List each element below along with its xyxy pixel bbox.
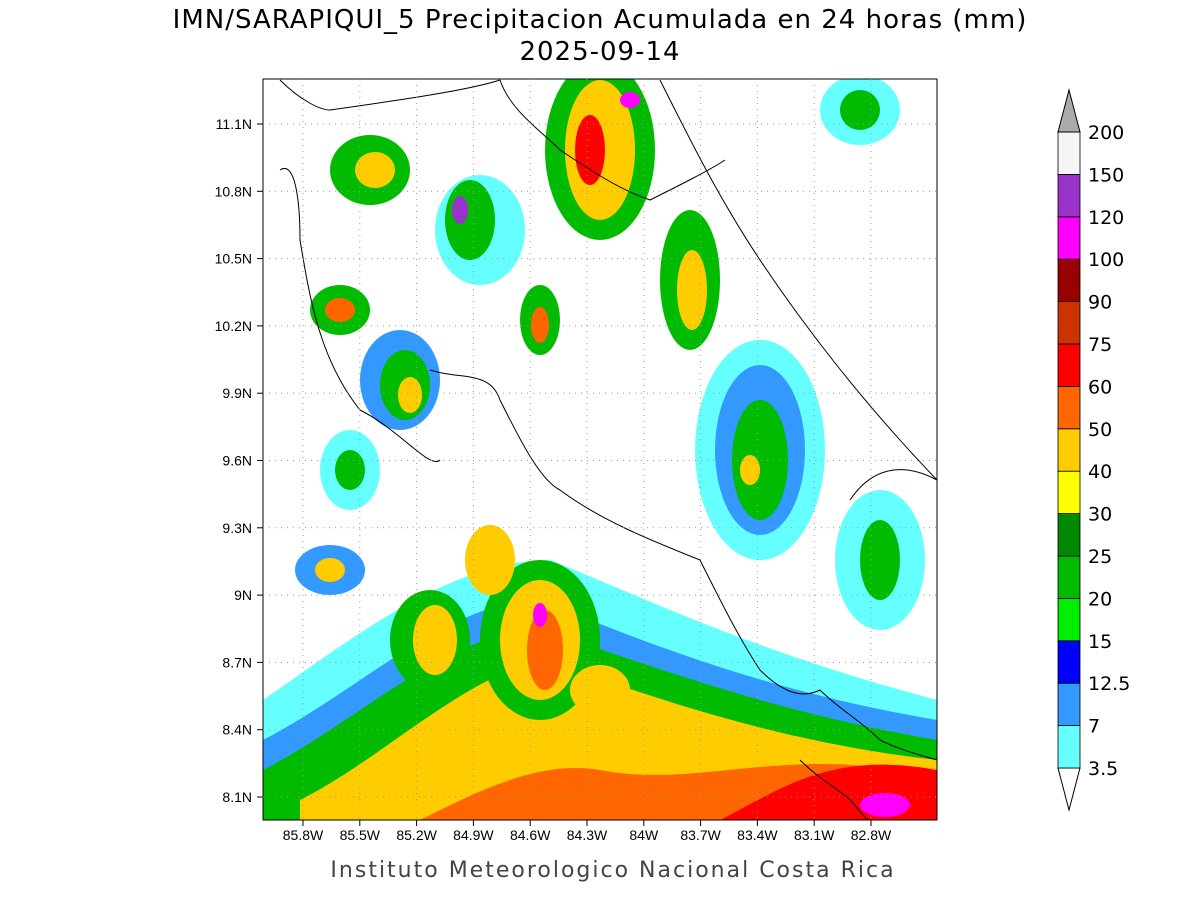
colorbar-label: 30 xyxy=(1088,504,1112,526)
x-tick-label: 82.8W xyxy=(851,827,892,843)
subtitle: 2025-09-14 xyxy=(519,37,680,67)
y-tick-label: 10.2N xyxy=(215,318,252,334)
colorbar-label: 100 xyxy=(1088,249,1124,271)
colorbar-label: 120 xyxy=(1088,207,1124,229)
colorbar-label: 15 xyxy=(1088,631,1112,653)
x-tick-label: 85.8W xyxy=(283,827,324,843)
colorbar-segment xyxy=(1057,598,1081,642)
colorbar-label: 25 xyxy=(1088,546,1112,568)
precipitation-field xyxy=(263,79,937,820)
colorbar-label: 20 xyxy=(1088,588,1112,610)
colorbar-label: 200 xyxy=(1088,122,1124,144)
y-tick-label: 11.1N xyxy=(216,116,252,132)
colorbar-low-triangle xyxy=(1057,767,1081,812)
y-tick-label: 8.1N xyxy=(222,789,252,805)
colorbar-segment xyxy=(1057,470,1081,515)
footer: Instituto Meteorologico Nacional Costa R… xyxy=(330,858,895,883)
colorbar-segment xyxy=(1057,343,1081,387)
colorbar-label: 7 xyxy=(1088,716,1100,738)
x-tick-label: 84.9W xyxy=(453,827,494,843)
colorbar-segment xyxy=(1057,173,1081,218)
x-tick-label: 83.1W xyxy=(794,827,835,843)
colorbar-segment xyxy=(1057,258,1081,303)
colorbar-label: 40 xyxy=(1088,461,1112,483)
colorbar-segment xyxy=(1057,555,1081,599)
y-tick-label: 10.8N xyxy=(215,183,252,199)
y-tick-label: 10.5N xyxy=(215,251,252,267)
colorbar-high-triangle xyxy=(1057,88,1081,133)
colorbar-label: 12.5 xyxy=(1088,673,1130,695)
colorbar-segment xyxy=(1057,301,1081,345)
y-tick-label: 9N xyxy=(234,587,252,603)
colorbar-segment xyxy=(1057,131,1081,175)
x-tick-label: 85.5W xyxy=(340,827,381,843)
colorbar-segment xyxy=(1057,428,1081,472)
colorbar-label: 90 xyxy=(1088,292,1112,314)
y-tick-label: 9.6N xyxy=(222,453,252,469)
colorbar-label: 75 xyxy=(1088,334,1112,356)
y-tick-label: 8.7N xyxy=(222,654,252,670)
x-tick-label: 84W xyxy=(629,827,659,843)
map-frame xyxy=(262,78,938,821)
colorbar-segment xyxy=(1057,216,1081,260)
colorbar-segment xyxy=(1057,682,1081,727)
colorbar-segment xyxy=(1057,640,1081,684)
title: IMN/SARAPIQUI_5 Precipitacion Acumulada … xyxy=(173,5,1028,35)
colorbar-label: 3.5 xyxy=(1088,758,1118,780)
colorbar-segment xyxy=(1057,385,1081,430)
x-tick-label: 85.2W xyxy=(396,827,437,843)
colorbar-segment xyxy=(1057,513,1081,557)
x-tick-label: 84.3W xyxy=(567,827,608,843)
y-tick-label: 9.9N xyxy=(222,385,252,401)
colorbar-segment xyxy=(1057,725,1081,769)
x-tick-label: 84.6W xyxy=(510,827,551,843)
colorbar-label: 150 xyxy=(1088,164,1124,186)
y-tick-label: 8.4N xyxy=(222,722,252,738)
x-tick-label: 83.7W xyxy=(680,827,721,843)
colorbar-label: 60 xyxy=(1088,376,1112,398)
y-tick-label: 9.3N xyxy=(222,520,252,536)
x-tick-label: 83.4W xyxy=(737,827,778,843)
colorbar-label: 50 xyxy=(1088,419,1112,441)
